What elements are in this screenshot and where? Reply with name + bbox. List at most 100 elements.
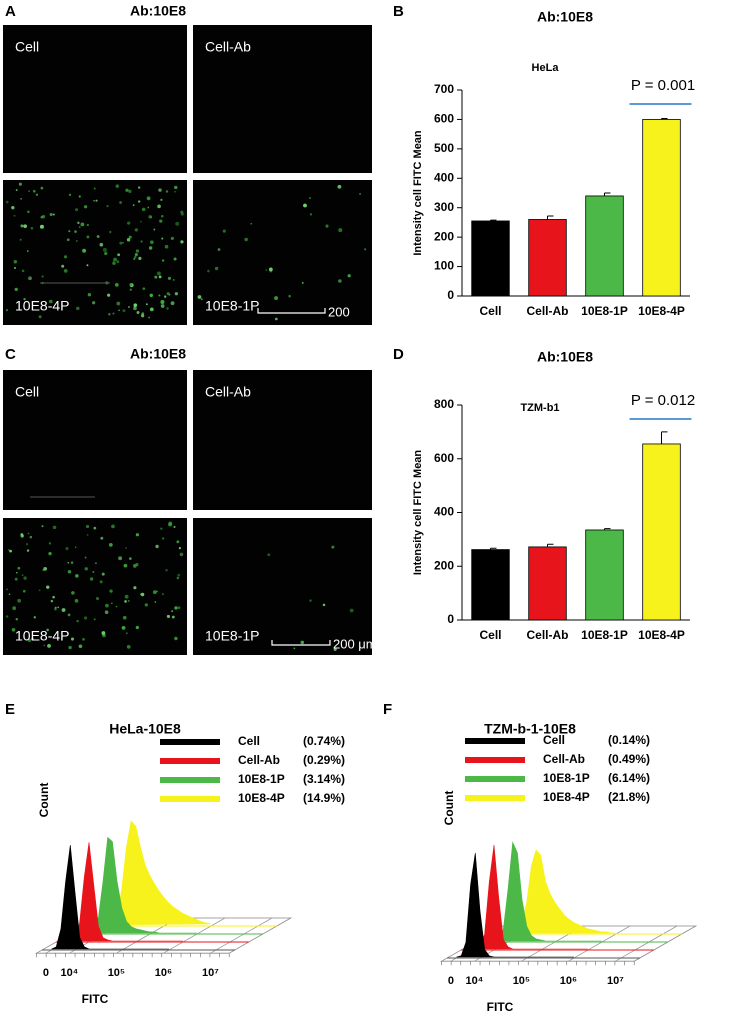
y-axis-label: Intensity cell FITC Mean: [412, 130, 424, 256]
fluorescent-spot: [86, 235, 90, 239]
fluorescent-spot: [160, 300, 165, 304]
fluorescent-spot: [21, 269, 25, 273]
fluorescent-spot: [75, 208, 79, 212]
x-tick-label: 0: [448, 975, 454, 987]
y-axis-label: Count: [37, 783, 51, 818]
image-label: Cell-Ab: [205, 39, 251, 55]
fluorescent-spot: [267, 553, 271, 557]
fluorescent-spot: [22, 589, 26, 593]
fluorescent-spot: [67, 613, 71, 617]
fluorescent-spot: [50, 599, 54, 603]
fluorescent-spot: [80, 222, 85, 227]
fluorescent-spot: [71, 591, 75, 595]
fluorescent-spot: [197, 295, 202, 299]
fluorescent-spot: [46, 628, 49, 632]
fluorescent-spot: [15, 571, 18, 574]
fluorescent-spot: [20, 224, 24, 228]
fluorescent-spot: [38, 315, 42, 319]
fluorescent-spot: [35, 193, 39, 196]
fluorescent-spot: [116, 260, 120, 264]
fluorescent-spot: [125, 632, 128, 635]
fluorescent-spot: [152, 590, 157, 595]
fluorescent-spot: [112, 312, 115, 315]
legend-percent: (14.9%): [303, 791, 345, 805]
fluorescent-spot: [61, 608, 66, 612]
fluorescent-spot: [19, 238, 22, 241]
scale-bar-label: 200 μm: [333, 636, 377, 651]
y-axis-label: Intensity cell FITC Mean: [412, 450, 424, 576]
bar: [585, 195, 624, 297]
x-tick-label: 10⁴: [466, 975, 484, 987]
fluorescent-spot: [165, 569, 168, 572]
fluorescent-spot: [309, 599, 312, 602]
fluorescent-spot: [104, 610, 109, 615]
fluorescent-spot: [92, 301, 96, 305]
y-tick-label: 400: [434, 505, 454, 519]
legend-label: 10E8-4P: [543, 790, 590, 804]
x-tick-label: 10⁵: [108, 967, 125, 979]
scale-bar: [271, 640, 331, 646]
x-tick-label: 10E8-4P: [638, 628, 685, 642]
fluorescent-spot: [122, 615, 127, 620]
fluorescent-spot: [119, 241, 123, 245]
grid-line: [163, 917, 226, 954]
fluorescent-spot: [23, 576, 27, 580]
grid-line: [210, 917, 273, 954]
histogram: [65, 842, 183, 942]
fluorescent-spot: [76, 306, 80, 311]
fluorescent-spot: [140, 240, 143, 243]
fluorescent-spot: [173, 526, 176, 528]
image-label: Cell: [15, 39, 39, 55]
fluorescent-spot: [250, 222, 253, 225]
fluorescent-spot: [148, 214, 152, 219]
fluorescent-spot: [293, 647, 296, 650]
fluorescent-spot: [134, 255, 137, 259]
fluorescent-spot: [87, 293, 92, 297]
fluorescent-spot: [180, 240, 184, 244]
fluorescent-spot: [33, 616, 36, 619]
legend-label: Cell-Ab: [543, 752, 585, 766]
fluorescent-spot: [77, 221, 80, 225]
x-tick-label: 10⁷: [607, 975, 624, 987]
fluorescent-spot: [14, 577, 18, 581]
fluorescent-spot: [160, 214, 164, 218]
fluorescent-spot: [113, 257, 117, 262]
x-axis-label: FITC: [487, 1000, 514, 1014]
micrograph: [3, 180, 187, 325]
x-tick-label: Cell-Ab: [527, 628, 569, 642]
bar: [642, 443, 681, 621]
fluorescent-spot: [9, 549, 12, 553]
fluorescent-spot: [95, 199, 98, 202]
y-tick-label: 600: [434, 112, 454, 126]
fluorescent-spot: [174, 606, 178, 610]
fluorescent-spot: [112, 261, 116, 265]
fluorescent-spot: [84, 556, 87, 559]
bar: [528, 219, 567, 297]
fluorescent-spot: [176, 576, 180, 580]
bar: [642, 119, 681, 297]
fluorescent-spot: [117, 253, 121, 257]
fluorescent-spot: [138, 200, 141, 203]
y-tick-label: 0: [447, 612, 454, 626]
legend-percent: (0.29%): [303, 753, 345, 767]
fluorescent-spot: [27, 210, 30, 214]
fluorescent-spot: [95, 596, 100, 601]
fluorescent-spot: [109, 230, 112, 234]
fluorescent-spot: [11, 205, 15, 210]
fluorescent-spot: [144, 603, 148, 607]
fluorescent-spot: [65, 547, 69, 551]
fluorescent-spot: [27, 250, 29, 252]
fluorescent-spot: [11, 627, 16, 632]
fluorescent-spot: [30, 226, 34, 230]
fluorescent-spot: [338, 279, 342, 283]
fluorescent-spot: [128, 189, 132, 194]
fluorescent-spot: [331, 545, 335, 549]
fluorescent-spot: [214, 266, 219, 271]
fluorescent-spot: [127, 305, 130, 309]
fluorescent-spot: [180, 210, 184, 214]
fluorescent-spot: [70, 637, 75, 641]
fluorescent-spot: [142, 287, 146, 290]
fluorescent-spot: [118, 556, 123, 561]
fluorescent-spot: [167, 276, 172, 280]
fluorescent-spot: [48, 542, 52, 545]
